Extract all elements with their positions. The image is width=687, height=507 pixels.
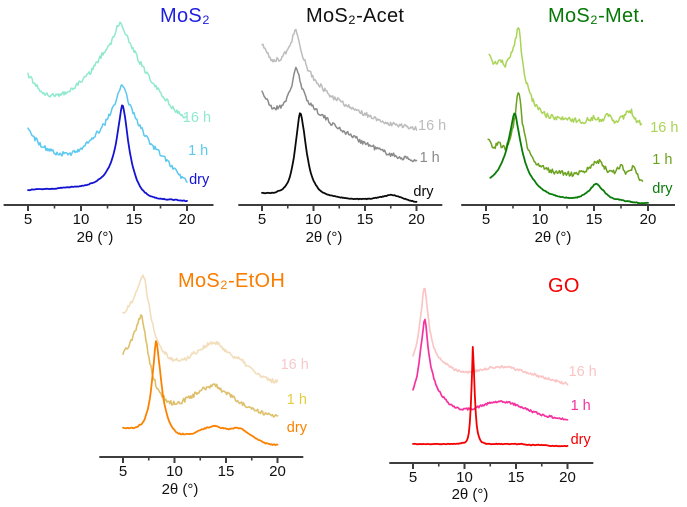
panel-mos2-title: MoS₂ — [160, 5, 211, 27]
svg-text:15: 15 — [586, 211, 603, 228]
series-label-mos2-met-dry: dry — [652, 181, 673, 197]
series-label-go-16h: 16 h — [569, 364, 597, 380]
panel-go-x-axis-label: 2θ (°) — [451, 486, 489, 503]
svg-text:5: 5 — [258, 211, 266, 228]
svg-text:15: 15 — [126, 211, 143, 228]
svg-text:10: 10 — [532, 211, 549, 228]
panel-mos2-etoh: MoS₂-EtOH 5 10 15 20 16 h 1 h dry 2θ (°) — [62, 255, 352, 507]
panel-mos2-acet: MoS₂-Acet 5 10 15 20 16 h 1 h dry 2θ (°) — [229, 0, 458, 253]
panel-mos2-acet-title: MoS₂-Acet — [306, 5, 405, 27]
panel-go-title: GO — [548, 275, 580, 297]
series-label-go-dry: dry — [571, 432, 592, 448]
series-label-go-1h: 1 h — [571, 398, 591, 414]
panel-mos2-x-axis-label: 2θ (°) — [76, 229, 114, 246]
series-label-mos2-1h: 1 h — [188, 143, 208, 159]
svg-text:20: 20 — [179, 211, 196, 228]
panel-mos2-met-x-axis-label: 2θ (°) — [534, 229, 572, 246]
svg-text:10: 10 — [73, 211, 90, 228]
series-label-mos2-acet-16h: 16 h — [418, 118, 446, 134]
series-label-mos2-etoh-16h: 16 h — [281, 357, 309, 373]
series-label-mos2-met-1h: 1 h — [652, 152, 672, 168]
panel-mos2-etoh-title: MoS₂-EtOH — [178, 270, 286, 292]
svg-text:20: 20 — [269, 463, 286, 480]
panel-mos2-met: MoS₂-Met. 5 10 15 20 16 h 1 h dry 2θ (°) — [458, 0, 687, 253]
panel-go: GO 5 10 15 20 16 h 1 h dry 2θ (°) — [352, 255, 687, 507]
svg-text:10: 10 — [456, 469, 473, 486]
svg-text:20: 20 — [640, 211, 657, 228]
panel-mos2-met-title: MoS₂-Met. — [548, 5, 646, 27]
svg-text:20: 20 — [559, 469, 576, 486]
series-label-mos2-etoh-dry: dry — [287, 420, 308, 436]
panel-mos2-acet-x-axis-label: 2θ (°) — [305, 229, 343, 246]
svg-text:15: 15 — [218, 463, 235, 480]
svg-text:5: 5 — [409, 469, 417, 486]
panel-mos2-met-plot: 5 10 15 20 16 h 1 h dry — [461, 27, 678, 228]
series-label-mos2-dry: dry — [189, 172, 210, 188]
panel-mos2: MoS₂ 5 10 15 20 16 h 1 h dry 2θ (°) — [0, 0, 229, 253]
panel-mos2-plot: 5 10 15 20 16 h 1 h dry — [3, 21, 214, 228]
panel-mos2-etoh-plot: 5 10 15 20 16 h 1 h dry — [99, 274, 309, 480]
svg-text:20: 20 — [408, 211, 425, 228]
svg-text:5: 5 — [24, 211, 32, 228]
series-label-mos2-acet-1h: 1 h — [420, 150, 440, 166]
svg-text:15: 15 — [357, 211, 374, 228]
series-label-mos2-16h: 16 h — [183, 110, 211, 126]
panel-go-plot: 5 10 15 20 16 h 1 h dry — [389, 287, 597, 486]
svg-text:15: 15 — [508, 469, 525, 486]
panel-mos2-acet-plot: 5 10 15 20 16 h 1 h dry — [238, 28, 446, 228]
series-label-mos2-etoh-1h: 1 h — [287, 392, 307, 408]
svg-text:5: 5 — [119, 463, 127, 480]
svg-text:10: 10 — [166, 463, 183, 480]
series-label-mos2-acet-dry: dry — [413, 184, 434, 200]
series-label-mos2-met-16h: 16 h — [650, 120, 678, 136]
svg-text:10: 10 — [305, 211, 322, 228]
svg-text:5: 5 — [482, 211, 490, 228]
panel-mos2-etoh-x-axis-label: 2θ (°) — [161, 481, 199, 498]
